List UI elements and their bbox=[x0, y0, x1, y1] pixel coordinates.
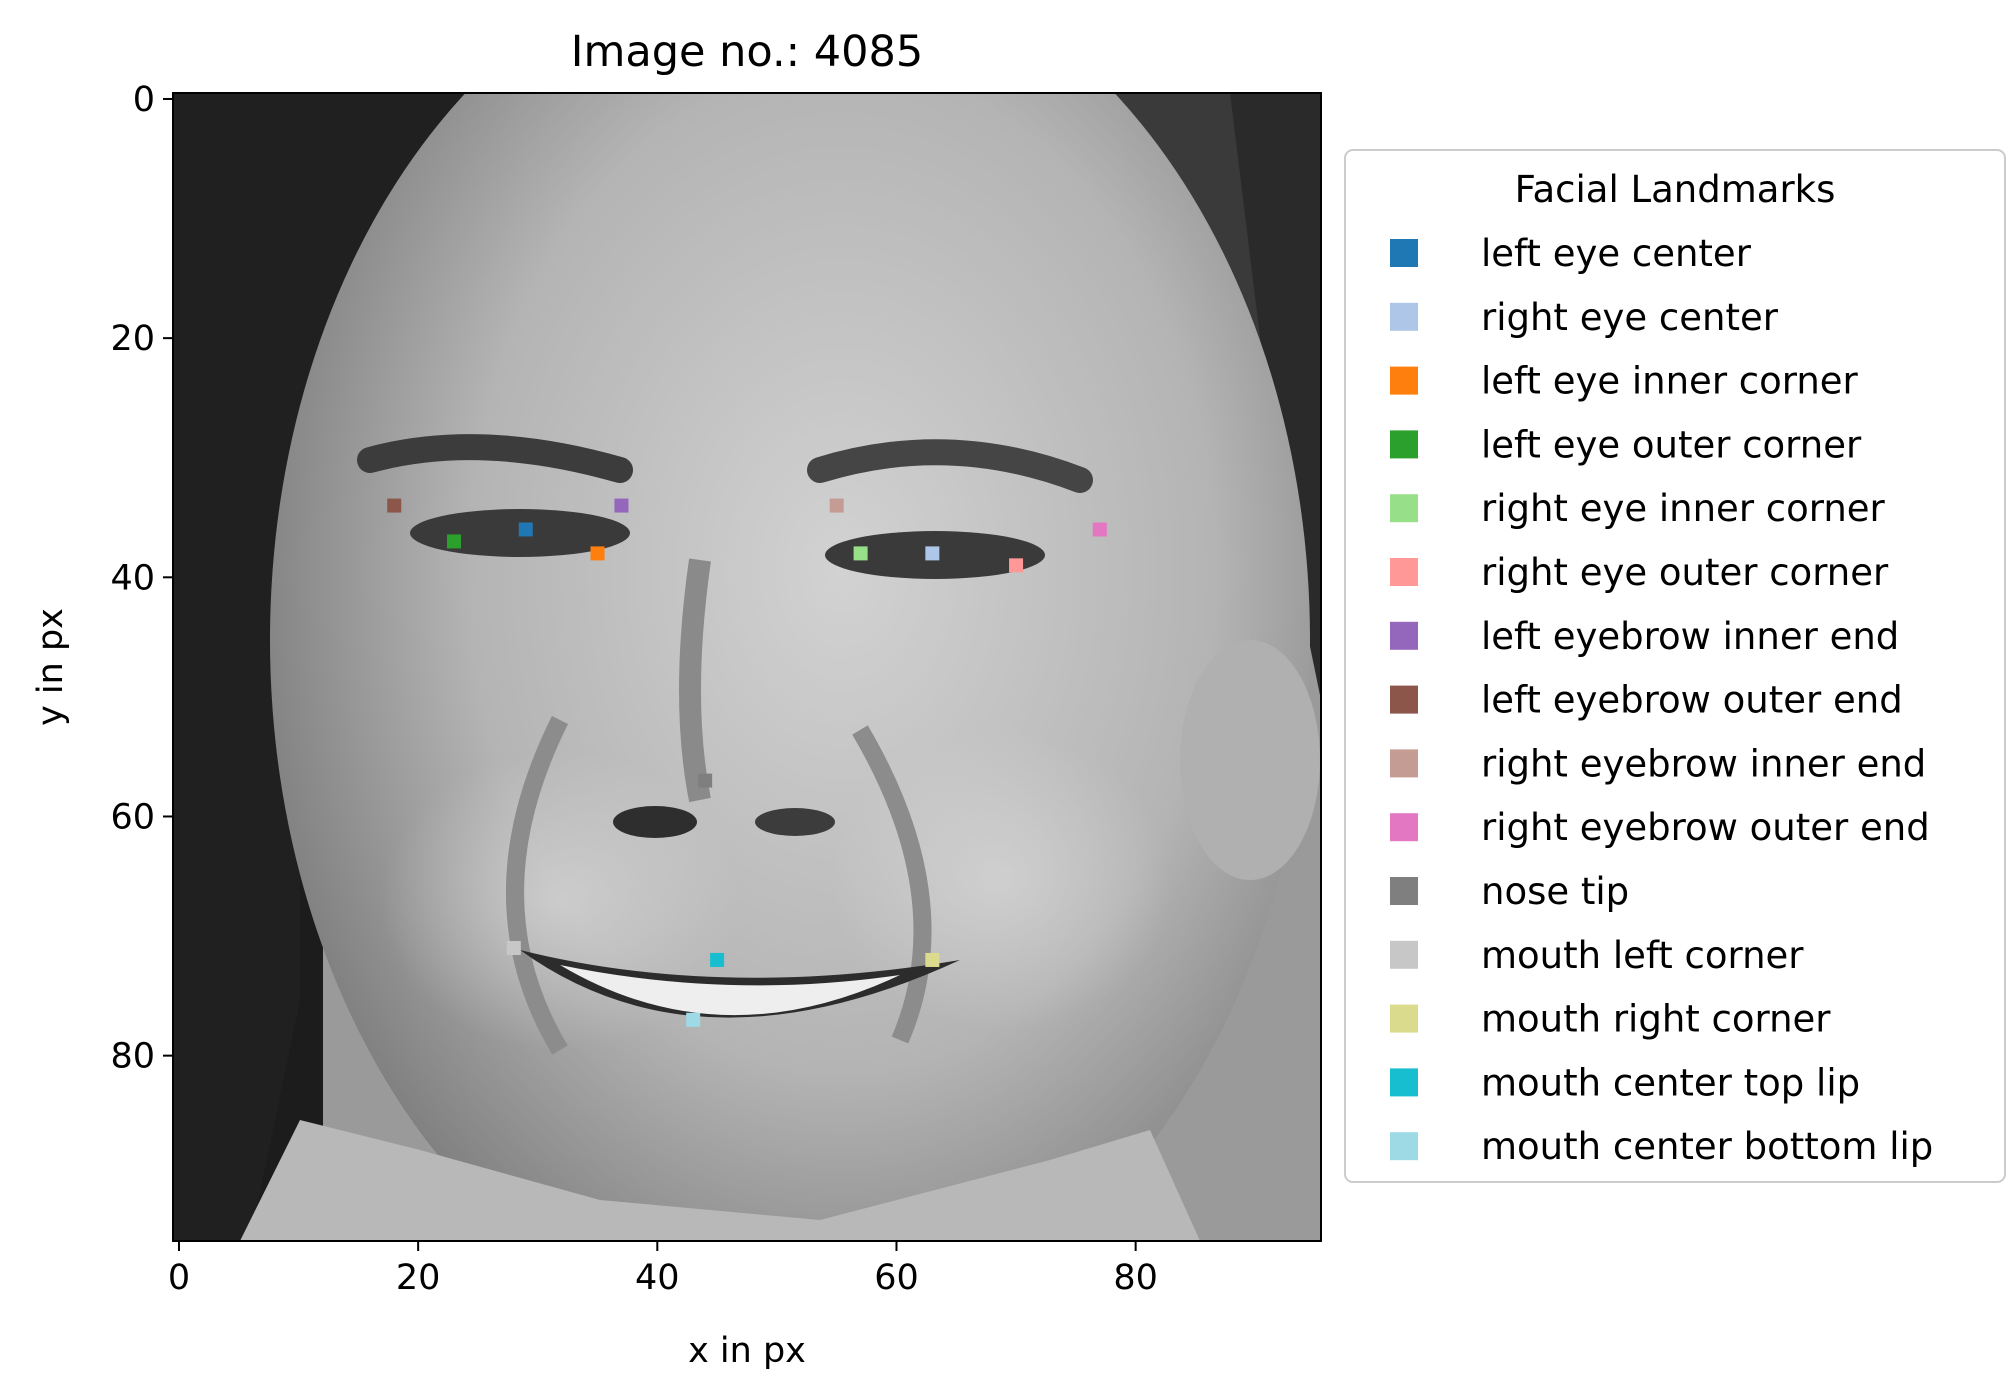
legend-swatch bbox=[1390, 494, 1418, 523]
landmark-point bbox=[925, 546, 940, 561]
legend-title: Facial Landmarks bbox=[1515, 168, 1836, 211]
face-image bbox=[173, 93, 1321, 1241]
y-axis-label: y in px bbox=[31, 608, 71, 726]
legend-swatch bbox=[1390, 558, 1418, 586]
landmark-point bbox=[1009, 558, 1024, 573]
legend-entry-label: right eye center bbox=[1481, 296, 1779, 339]
landmark-point bbox=[447, 534, 462, 549]
legend-entry-label: right eyebrow outer end bbox=[1481, 806, 1930, 849]
legend-swatch bbox=[1390, 1004, 1418, 1033]
y-tick-label: 60 bbox=[110, 797, 155, 837]
legend-swatch bbox=[1390, 621, 1418, 650]
x-tick-label: 80 bbox=[1113, 1258, 1158, 1298]
legend-entry-label: mouth center top lip bbox=[1481, 1061, 1860, 1104]
legend-entry-label: left eye outer corner bbox=[1481, 423, 1862, 466]
landmark-point bbox=[925, 952, 940, 967]
legend-entry-label: nose tip bbox=[1481, 870, 1629, 913]
landmark-point bbox=[506, 941, 521, 956]
landmark-point bbox=[614, 498, 629, 513]
legend-entry-label: left eye inner corner bbox=[1481, 360, 1859, 403]
landmark-point bbox=[698, 773, 713, 788]
landmark-point bbox=[590, 546, 605, 561]
legend-entry-label: mouth left corner bbox=[1481, 934, 1804, 977]
x-tick-label: 0 bbox=[168, 1258, 190, 1298]
chart-title: Image no.: 4085 bbox=[571, 27, 923, 77]
landmark-point bbox=[387, 498, 402, 513]
x-axis-ticks: 0 20 40 60 80 bbox=[168, 1241, 1158, 1298]
legend-entry-label: right eyebrow inner end bbox=[1481, 742, 1926, 785]
x-tick-label: 40 bbox=[635, 1258, 680, 1298]
landmark-point bbox=[686, 1012, 701, 1027]
legend-swatch bbox=[1390, 239, 1418, 267]
legend-swatch bbox=[1390, 1132, 1418, 1161]
legend-swatch bbox=[1390, 685, 1418, 714]
landmark-point bbox=[1092, 522, 1107, 537]
legend-entry-label: mouth center bottom lip bbox=[1481, 1125, 1933, 1168]
landmark-markers bbox=[387, 498, 1107, 1027]
legend-swatch bbox=[1390, 430, 1418, 459]
y-axis-ticks: 0 20 40 60 80 bbox=[110, 80, 173, 1077]
y-tick-label: 20 bbox=[110, 319, 155, 359]
y-tick-label: 80 bbox=[110, 1037, 155, 1077]
legend-items: left eye center right eye center left eye … bbox=[1390, 232, 1933, 1168]
legend-entry-label: left eyebrow outer end bbox=[1481, 679, 1903, 722]
legend-swatch bbox=[1390, 749, 1418, 778]
legend-swatch bbox=[1390, 302, 1418, 331]
landmark-point bbox=[710, 952, 725, 967]
legend-entry-label: left eyebrow inner end bbox=[1481, 615, 1899, 658]
legend-swatch bbox=[1390, 1068, 1418, 1097]
legend-swatch bbox=[1390, 940, 1418, 969]
legend-swatch bbox=[1390, 877, 1418, 905]
y-tick-label: 40 bbox=[110, 558, 155, 598]
x-axis-label: x in px bbox=[688, 1331, 806, 1371]
legend-entry-label: right eye inner corner bbox=[1481, 487, 1886, 530]
x-tick-label: 60 bbox=[874, 1258, 919, 1298]
legend: Facial Landmarks left eye center right ey… bbox=[1344, 149, 2006, 1183]
legend-swatch bbox=[1390, 366, 1418, 395]
legend-entry-label: right eye outer corner bbox=[1481, 551, 1889, 594]
legend-swatch bbox=[1390, 813, 1418, 842]
legend-entry-label: left eye center bbox=[1481, 232, 1752, 275]
legend-entry-label: mouth right corner bbox=[1481, 998, 1831, 1041]
landmark-point bbox=[853, 546, 868, 561]
landmark-point bbox=[518, 522, 533, 537]
landmark-point bbox=[829, 498, 844, 513]
y-tick-label: 0 bbox=[133, 80, 155, 120]
legend-box bbox=[1344, 149, 2006, 1183]
plot-frame bbox=[172, 92, 1322, 1242]
x-tick-label: 20 bbox=[396, 1258, 441, 1298]
